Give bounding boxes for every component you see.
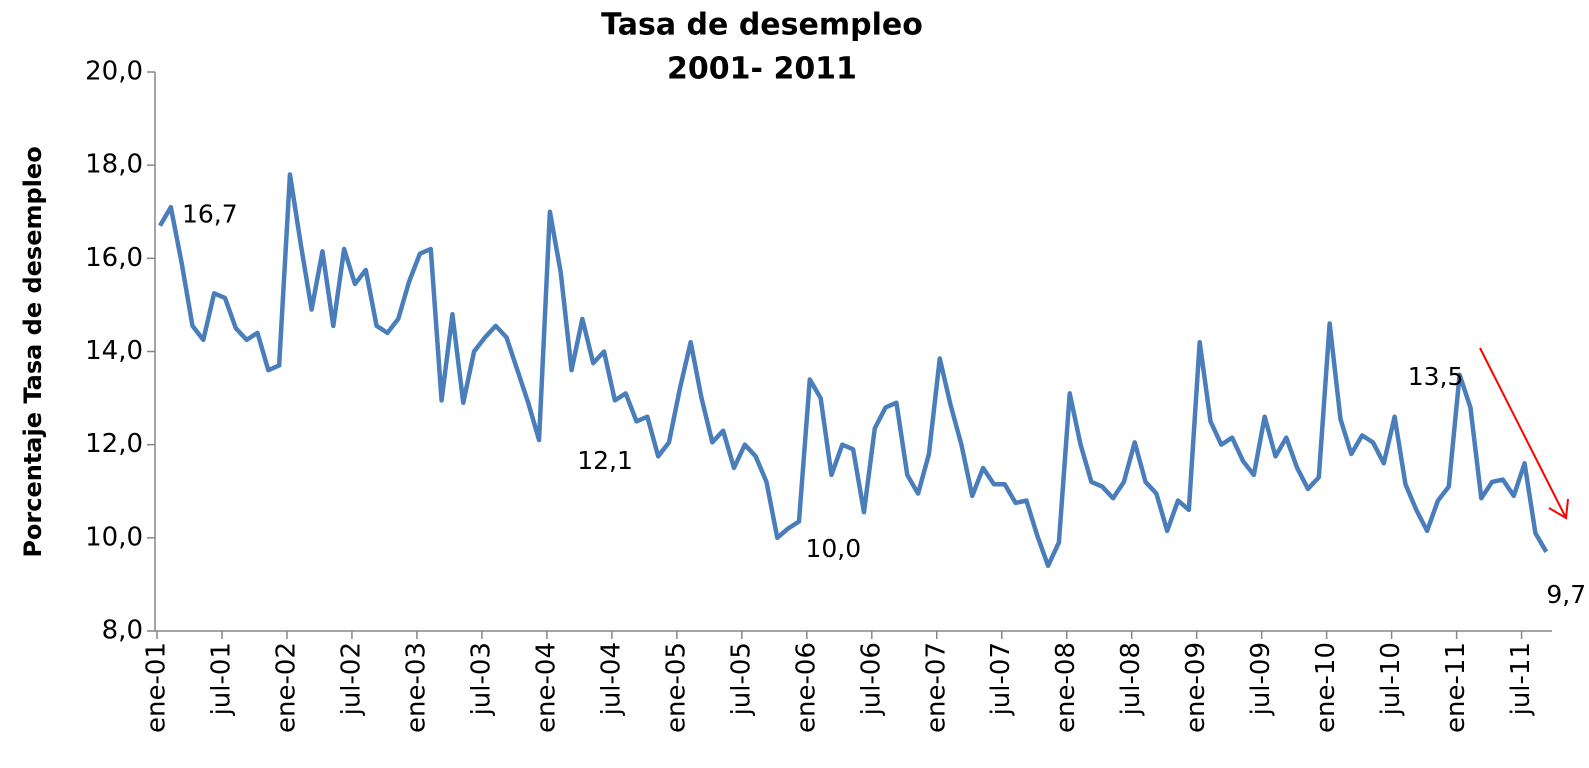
y-tick-label: 14,0 xyxy=(85,336,143,366)
x-tick-label: jul-02 xyxy=(336,642,366,716)
x-tick-label: jul-08 xyxy=(1116,642,1146,716)
chart-subtitle: 2001- 2011 xyxy=(667,52,857,87)
data-label: 10,0 xyxy=(805,534,861,563)
y-tick-label: 16,0 xyxy=(85,243,143,273)
x-tick-label: jul-09 xyxy=(1246,642,1276,716)
x-tick-label: jul-07 xyxy=(986,642,1016,716)
x-tick-label: ene-08 xyxy=(1051,642,1081,733)
x-tick-label: ene-03 xyxy=(401,642,431,733)
x-tick-label: ene-02 xyxy=(271,642,301,733)
x-tick-label: jul-05 xyxy=(726,642,756,716)
trend-arrow-head xyxy=(1548,498,1569,520)
data-label: 16,7 xyxy=(182,200,238,229)
y-tick-label: 20,0 xyxy=(85,57,143,87)
x-tick-label: jul-04 xyxy=(596,642,626,716)
x-tick-label: ene-05 xyxy=(661,642,691,733)
x-tick-label: ene-06 xyxy=(791,642,821,733)
x-tick-label: jul-03 xyxy=(466,642,496,716)
y-tick-label: 18,0 xyxy=(85,150,143,180)
data-label: 9,7 xyxy=(1546,580,1586,609)
x-tick-label: ene-11 xyxy=(1441,642,1471,733)
y-axis-title: Porcentaje Tasa de desempleo xyxy=(19,146,47,557)
data-label: 13,5 xyxy=(1408,362,1464,391)
data-label: 12,1 xyxy=(577,446,633,475)
chart-title: Tasa de desempleo xyxy=(601,8,923,43)
trend-arrow xyxy=(1479,347,1567,519)
x-tick-label: ene-10 xyxy=(1311,642,1341,733)
x-tick-label: jul-01 xyxy=(206,642,236,716)
x-tick-label: jul-11 xyxy=(1506,642,1536,716)
y-tick-label: 8,0 xyxy=(102,616,143,646)
y-tick-label: 10,0 xyxy=(85,522,143,552)
x-tick-label: ene-04 xyxy=(531,642,561,733)
x-tick-label: ene-01 xyxy=(142,642,172,733)
y-tick-label: 12,0 xyxy=(85,429,143,459)
x-tick-label: ene-07 xyxy=(921,642,951,733)
x-tick-label: jul-10 xyxy=(1376,642,1406,716)
data-line xyxy=(158,172,1549,569)
x-tick-label: jul-06 xyxy=(856,642,886,716)
x-tick-label: ene-09 xyxy=(1181,642,1211,733)
